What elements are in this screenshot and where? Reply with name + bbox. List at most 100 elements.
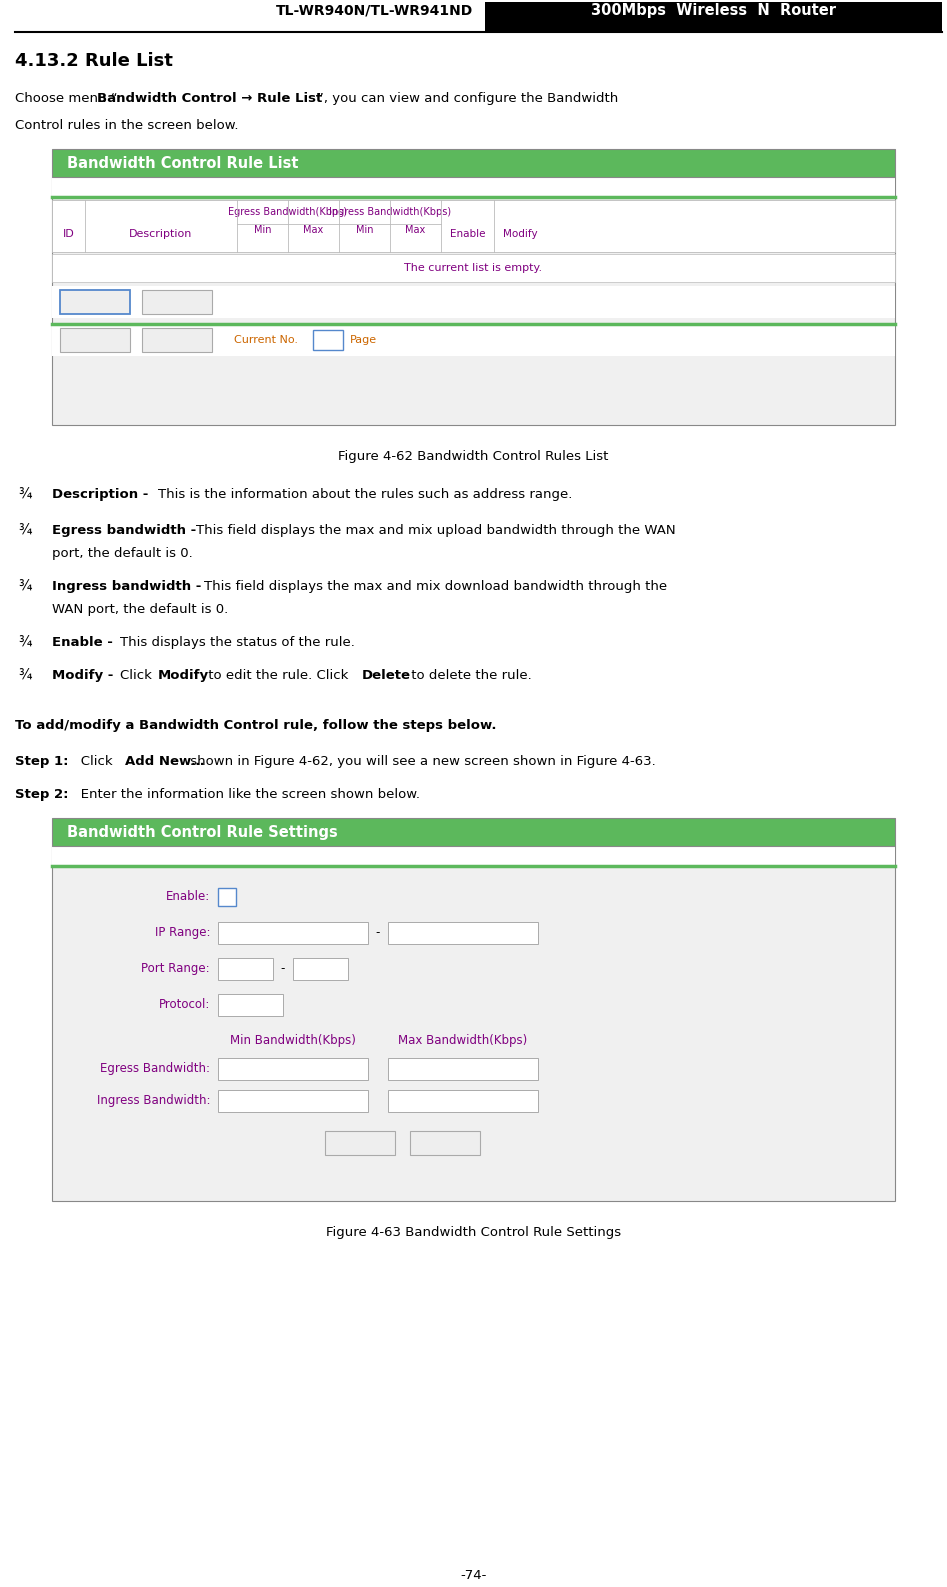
- FancyBboxPatch shape: [142, 329, 212, 352]
- Text: Figure 4-63 Bandwidth Control Rule Settings: Figure 4-63 Bandwidth Control Rule Setti…: [326, 1227, 621, 1239]
- Text: 21: 21: [224, 962, 239, 976]
- Text: 300Mbps  Wireless  N  Router: 300Mbps Wireless N Router: [591, 3, 836, 19]
- FancyBboxPatch shape: [52, 200, 895, 252]
- Text: Max Bandwidth(Kbps): Max Bandwidth(Kbps): [399, 1035, 527, 1047]
- Text: ¾: ¾: [18, 487, 32, 501]
- Text: Egress Bandwidth(Kbps): Egress Bandwidth(Kbps): [228, 206, 348, 217]
- Text: Description -: Description -: [52, 487, 153, 501]
- Text: 1 ⌄: 1 ⌄: [319, 335, 337, 344]
- FancyBboxPatch shape: [52, 178, 895, 425]
- FancyBboxPatch shape: [218, 959, 273, 981]
- FancyBboxPatch shape: [218, 993, 283, 1016]
- FancyBboxPatch shape: [485, 2, 942, 32]
- Text: Control rules in the screen below.: Control rules in the screen below.: [15, 119, 239, 132]
- FancyBboxPatch shape: [52, 846, 895, 1201]
- Text: ¾: ¾: [18, 524, 32, 538]
- Text: Description: Description: [130, 229, 192, 238]
- FancyBboxPatch shape: [388, 1059, 538, 1081]
- Text: TL-WR940N/TL-WR941ND: TL-WR940N/TL-WR941ND: [276, 5, 473, 17]
- Text: -: -: [281, 962, 285, 976]
- Text: -: -: [376, 927, 380, 940]
- FancyBboxPatch shape: [325, 1132, 395, 1155]
- Text: ALL ⌄: ALL ⌄: [226, 998, 260, 1011]
- Text: WAN port, the default is 0.: WAN port, the default is 0.: [52, 603, 228, 616]
- Text: The current list is empty.: The current list is empty.: [404, 263, 543, 273]
- Text: 4.13.2 Rule List: 4.13.2 Rule List: [15, 52, 173, 70]
- Text: Max: Max: [405, 225, 425, 235]
- Text: 4000: 4000: [394, 1095, 423, 1108]
- FancyBboxPatch shape: [218, 889, 236, 906]
- Text: Egress Bandwidth:: Egress Bandwidth:: [100, 1063, 210, 1076]
- Text: 0: 0: [224, 1063, 231, 1076]
- Text: Enable:: Enable:: [166, 890, 210, 903]
- Text: Next: Next: [164, 335, 190, 344]
- Text: Figure 4-62 Bandwidth Control Rules List: Figure 4-62 Bandwidth Control Rules List: [338, 451, 609, 463]
- Text: This field displays the max and mix download bandwidth through the: This field displays the max and mix down…: [204, 579, 667, 594]
- Text: ¾: ¾: [18, 670, 32, 682]
- FancyBboxPatch shape: [52, 149, 895, 178]
- Text: Min Bandwidth(Kbps): Min Bandwidth(Kbps): [230, 1035, 356, 1047]
- Text: Delete: Delete: [362, 670, 410, 682]
- Text: Click: Click: [120, 670, 156, 682]
- Text: Ingress Bandwidth(Kbps): Ingress Bandwidth(Kbps): [329, 206, 451, 217]
- Text: Save: Save: [346, 1136, 374, 1149]
- Text: Port Range:: Port Range:: [141, 962, 210, 976]
- Text: ¾: ¾: [18, 579, 32, 594]
- Text: Ingress Bandwidth:: Ingress Bandwidth:: [97, 1095, 210, 1108]
- Text: Min: Min: [254, 225, 271, 235]
- Text: shown in Figure 4-62, you will see a new screen shown in Figure 4-63.: shown in Figure 4-62, you will see a new…: [186, 755, 655, 768]
- Text: -74-: -74-: [460, 1570, 487, 1582]
- Text: 192.168.0.2: 192.168.0.2: [224, 927, 295, 940]
- FancyBboxPatch shape: [142, 290, 212, 314]
- Text: 192.168.0.23: 192.168.0.23: [394, 927, 473, 940]
- FancyBboxPatch shape: [52, 286, 895, 317]
- FancyBboxPatch shape: [52, 178, 895, 197]
- FancyBboxPatch shape: [388, 922, 538, 944]
- Text: To add/modify a Bandwidth Control rule, follow the steps below.: To add/modify a Bandwidth Control rule, …: [15, 719, 496, 732]
- Text: Min: Min: [356, 225, 373, 235]
- Text: Previous: Previous: [71, 335, 118, 344]
- FancyBboxPatch shape: [60, 290, 130, 314]
- FancyBboxPatch shape: [60, 329, 130, 352]
- Text: Back: Back: [431, 1136, 459, 1149]
- FancyBboxPatch shape: [52, 846, 895, 867]
- FancyBboxPatch shape: [52, 817, 895, 846]
- FancyBboxPatch shape: [410, 1132, 480, 1155]
- Text: ”, you can view and configure the Bandwidth: ”, you can view and configure the Bandwi…: [317, 92, 618, 105]
- Text: to edit the rule. Click: to edit the rule. Click: [204, 670, 352, 682]
- Text: Step 2:: Step 2:: [15, 789, 68, 801]
- Text: Delete All: Delete All: [150, 297, 204, 306]
- Text: ID: ID: [63, 229, 75, 238]
- Text: Bandwidth Control Rule Settings: Bandwidth Control Rule Settings: [67, 825, 338, 840]
- FancyBboxPatch shape: [293, 959, 348, 981]
- Text: Egress bandwidth -: Egress bandwidth -: [52, 524, 201, 536]
- Text: Add New...: Add New...: [65, 297, 125, 306]
- Text: Protocol:: Protocol:: [159, 998, 210, 1011]
- Text: to delete the rule.: to delete the rule.: [407, 670, 531, 682]
- Text: ¾: ¾: [18, 636, 32, 651]
- Text: This is the information about the rules such as address range.: This is the information about the rules …: [158, 487, 573, 501]
- Text: IP Range:: IP Range:: [154, 927, 210, 940]
- Text: Enable -: Enable -: [52, 636, 117, 649]
- Text: Current No.: Current No.: [234, 335, 298, 344]
- Text: Choose menu “: Choose menu “: [15, 92, 117, 105]
- Text: Modify: Modify: [503, 229, 538, 238]
- Text: Enable: Enable: [450, 229, 485, 238]
- Text: port, the default is 0.: port, the default is 0.: [52, 548, 193, 560]
- Text: Page: Page: [350, 335, 377, 344]
- FancyBboxPatch shape: [218, 922, 368, 944]
- Text: This displays the status of the rule.: This displays the status of the rule.: [120, 636, 355, 649]
- FancyBboxPatch shape: [388, 1090, 538, 1112]
- Text: Ingress bandwidth -: Ingress bandwidth -: [52, 579, 206, 594]
- Text: 0: 0: [224, 1095, 231, 1108]
- FancyBboxPatch shape: [52, 324, 895, 355]
- Text: Enter the information like the screen shown below.: Enter the information like the screen sh…: [68, 789, 420, 801]
- FancyBboxPatch shape: [313, 330, 343, 351]
- Text: Add New…: Add New…: [125, 755, 205, 768]
- Text: 1000: 1000: [394, 1063, 423, 1076]
- Text: Max: Max: [303, 225, 324, 235]
- Text: This field displays the max and mix upload bandwidth through the WAN: This field displays the max and mix uplo…: [196, 524, 676, 536]
- Text: Bandwidth Control Rule List: Bandwidth Control Rule List: [67, 156, 298, 170]
- Text: Bandwidth Control → Rule List: Bandwidth Control → Rule List: [97, 92, 322, 105]
- Text: Modify: Modify: [158, 670, 209, 682]
